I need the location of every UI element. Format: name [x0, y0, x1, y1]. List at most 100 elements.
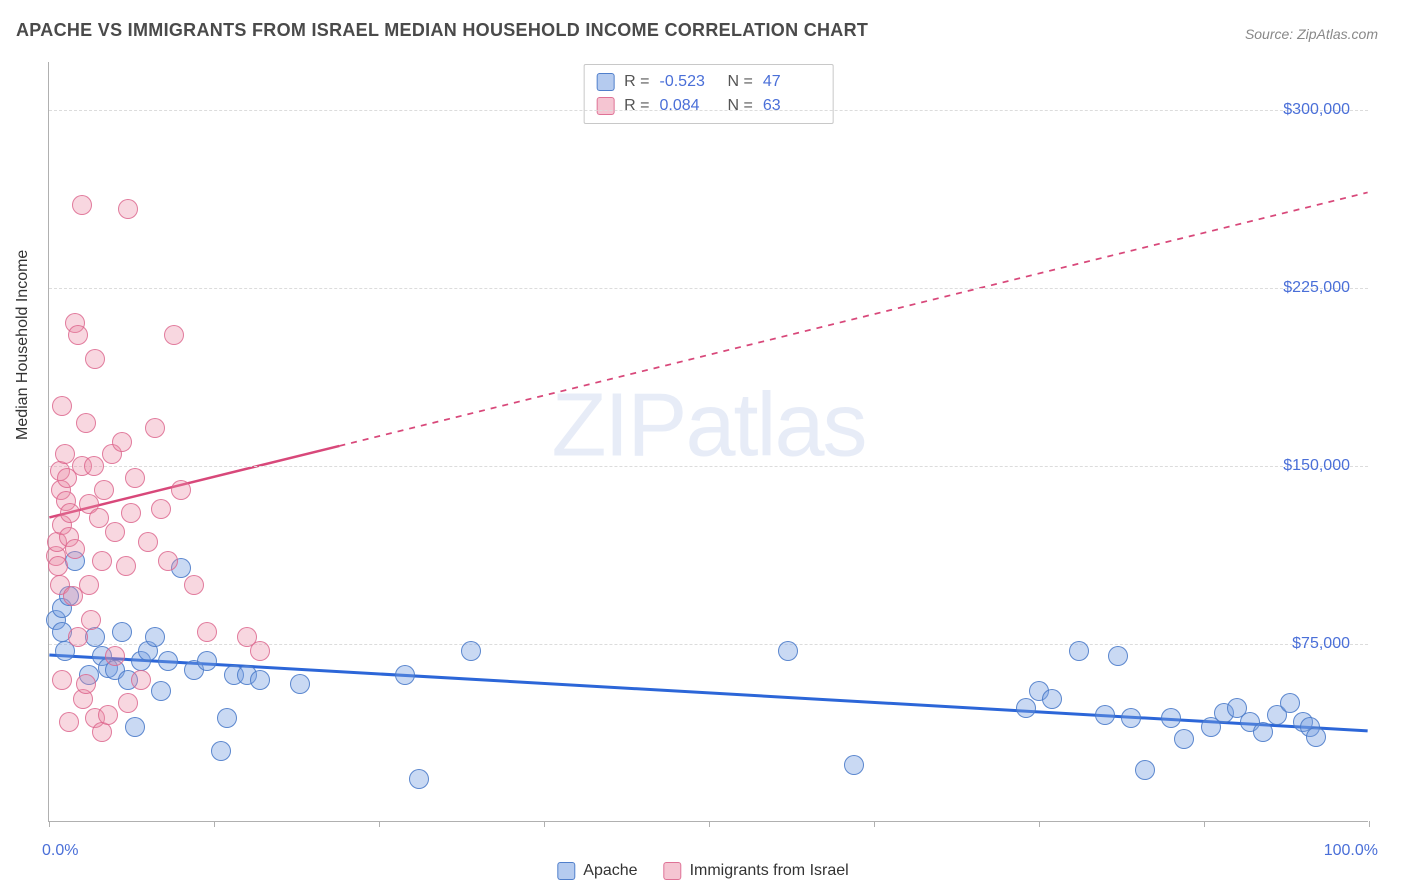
- legend-label-israel: Immigrants from Israel: [690, 862, 849, 880]
- data-point: [85, 349, 105, 369]
- y-axis-label: Median Household Income: [14, 250, 32, 440]
- data-point: [52, 396, 72, 416]
- n-label: N =: [728, 94, 753, 118]
- data-point: [1095, 705, 1115, 725]
- stats-row-israel: R = 0.084 N = 63: [596, 94, 821, 118]
- watermark: ZIPatlas: [551, 375, 865, 478]
- n-value-apache: 47: [763, 70, 821, 94]
- data-point: [217, 708, 237, 728]
- x-tick: [1204, 821, 1205, 827]
- data-point: [125, 717, 145, 737]
- x-tick: [1369, 821, 1370, 827]
- data-point: [116, 556, 136, 576]
- source-label: Source: ZipAtlas.com: [1245, 26, 1378, 42]
- swatch-blue-icon: [557, 862, 575, 880]
- swatch-pink-icon: [664, 862, 682, 880]
- data-point: [1161, 708, 1181, 728]
- data-point: [151, 499, 171, 519]
- data-point: [131, 670, 151, 690]
- data-point: [84, 456, 104, 476]
- data-point: [250, 670, 270, 690]
- swatch-pink-icon: [596, 97, 614, 115]
- data-point: [1174, 729, 1194, 749]
- data-point: [89, 508, 109, 528]
- data-point: [112, 622, 132, 642]
- stats-row-apache: R = -0.523 N = 47: [596, 70, 821, 94]
- x-tick: [1039, 821, 1040, 827]
- data-point: [1306, 727, 1326, 747]
- x-tick: [49, 821, 50, 827]
- data-point: [1253, 722, 1273, 742]
- data-point: [94, 480, 114, 500]
- regression-line-dashed: [339, 192, 1367, 445]
- x-tick: [874, 821, 875, 827]
- data-point: [395, 665, 415, 685]
- r-value-israel: 0.084: [660, 94, 718, 118]
- data-point: [112, 432, 132, 452]
- data-point: [145, 627, 165, 647]
- data-point: [48, 556, 68, 576]
- data-point: [197, 651, 217, 671]
- data-point: [409, 769, 429, 789]
- legend-item-israel: Immigrants from Israel: [664, 862, 849, 880]
- data-point: [1108, 646, 1128, 666]
- x-tick: [709, 821, 710, 827]
- n-value-israel: 63: [763, 94, 821, 118]
- data-point: [1042, 689, 1062, 709]
- gridline: [49, 110, 1368, 111]
- x-tick: [379, 821, 380, 827]
- data-point: [461, 641, 481, 661]
- data-point: [81, 610, 101, 630]
- data-point: [197, 622, 217, 642]
- data-point: [158, 551, 178, 571]
- data-point: [52, 670, 72, 690]
- r-label: R =: [624, 70, 649, 94]
- data-point: [145, 418, 165, 438]
- data-point: [151, 681, 171, 701]
- x-tick-label-min: 0.0%: [42, 842, 78, 860]
- legend-item-apache: Apache: [557, 862, 637, 880]
- data-point: [164, 325, 184, 345]
- stats-legend-box: R = -0.523 N = 47 R = 0.084 N = 63: [583, 64, 834, 124]
- data-point: [1121, 708, 1141, 728]
- data-point: [79, 575, 99, 595]
- chart-title: APACHE VS IMMIGRANTS FROM ISRAEL MEDIAN …: [16, 20, 868, 41]
- y-tick-label: $300,000: [1283, 101, 1350, 119]
- data-point: [60, 503, 80, 523]
- data-point: [76, 413, 96, 433]
- data-point: [72, 195, 92, 215]
- y-tick-label: $150,000: [1283, 457, 1350, 475]
- data-point: [844, 755, 864, 775]
- swatch-blue-icon: [596, 73, 614, 91]
- data-point: [1280, 693, 1300, 713]
- data-point: [92, 551, 112, 571]
- data-point: [138, 532, 158, 552]
- data-point: [59, 712, 79, 732]
- data-point: [184, 575, 204, 595]
- data-point: [65, 539, 85, 559]
- watermark-atlas: atlas: [685, 376, 865, 476]
- gridline: [49, 466, 1368, 467]
- x-tick: [544, 821, 545, 827]
- data-point: [76, 674, 96, 694]
- r-label: R =: [624, 94, 649, 118]
- x-tick-label-max: 100.0%: [1324, 842, 1378, 860]
- data-point: [1135, 760, 1155, 780]
- data-point: [250, 641, 270, 661]
- bottom-legend: Apache Immigrants from Israel: [557, 862, 848, 880]
- gridline: [49, 288, 1368, 289]
- data-point: [158, 651, 178, 671]
- data-point: [118, 693, 138, 713]
- data-point: [68, 325, 88, 345]
- data-point: [68, 627, 88, 647]
- y-tick-label: $75,000: [1292, 635, 1350, 653]
- data-point: [125, 468, 145, 488]
- n-label: N =: [728, 70, 753, 94]
- plot-area: ZIPatlas R = -0.523 N = 47 R = 0.084 N =…: [48, 62, 1368, 822]
- data-point: [1069, 641, 1089, 661]
- data-point: [121, 503, 141, 523]
- data-point: [98, 705, 118, 725]
- data-point: [290, 674, 310, 694]
- legend-label-apache: Apache: [583, 862, 637, 880]
- data-point: [105, 522, 125, 542]
